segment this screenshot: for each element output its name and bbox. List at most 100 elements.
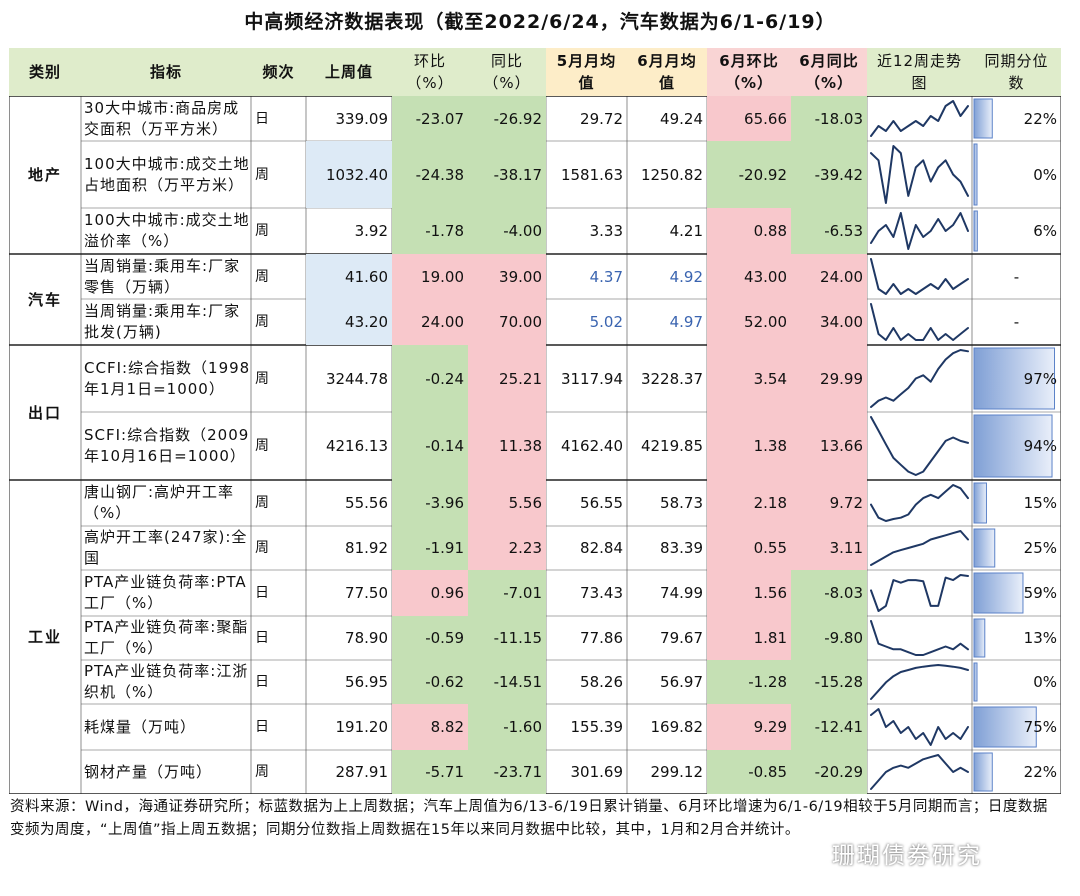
june-yoy: -9.80 (791, 616, 867, 660)
indicator-name: PTA产业链负荷率:江浙织机（%） (84, 662, 249, 701)
last-week-value: 43.20 (306, 299, 392, 345)
mom-value: 24.00 (392, 299, 468, 345)
june-mom: -20.92 (707, 141, 791, 208)
mom-value: -1.91 (392, 526, 468, 570)
may-average: 77.86 (580, 629, 623, 647)
trend-sparkline (870, 258, 969, 295)
may-average: 29.72 (580, 109, 623, 128)
june-average: 1250.82 (640, 165, 703, 184)
mom-value: -0.62 (392, 660, 468, 704)
june-average: 56.97 (660, 673, 703, 691)
indicator-name: 高炉开工率(247家):全国 (84, 528, 248, 567)
percentile-bar (973, 706, 1037, 748)
may-average: 73.43 (580, 584, 623, 602)
percentile-bar (973, 414, 1053, 478)
yoy-value: -11.15 (468, 616, 546, 660)
may-average: 56.55 (580, 494, 623, 512)
frequency: 日 (255, 674, 269, 690)
last-week-value: 81.92 (345, 539, 388, 557)
june-mom: -1.28 (707, 660, 791, 704)
trend-sparkline (870, 212, 969, 250)
watermark: 珊瑚债券研究 (832, 843, 982, 869)
table-grid (9, 48, 1061, 794)
trend-sparkline (870, 620, 969, 656)
june-mom: 1.38 (707, 412, 791, 480)
trend-sparkline (870, 303, 969, 341)
trend-sparkline (870, 484, 969, 522)
june-yoy: -12.41 (791, 704, 867, 750)
june-yoy: -15.28 (791, 660, 867, 704)
trend-sparkline (870, 530, 969, 566)
june-average: 299.12 (650, 763, 704, 781)
yoy-value: 2.23 (468, 526, 546, 570)
indicator-name: PTA产业链负荷率:聚酯工厂（%） (84, 618, 249, 657)
mom-value: -0.24 (392, 345, 468, 412)
header-cell: 6月月均 值 (627, 48, 707, 96)
june-average: 4.92 (669, 267, 703, 286)
may-average: 58.26 (580, 673, 623, 691)
mom-value: 19.00 (392, 254, 468, 299)
trend-sparkline (870, 416, 969, 476)
may-average: 3.33 (589, 222, 623, 240)
june-mom: 1.56 (707, 570, 791, 616)
percentile-bar (973, 98, 993, 139)
mom-value: -24.38 (392, 141, 468, 208)
june-average: 49.24 (660, 109, 703, 128)
june-mom: 43.00 (707, 254, 791, 299)
last-week-value: 55.56 (345, 494, 388, 512)
june-yoy: 34.00 (791, 299, 867, 345)
frequency: 周 (255, 495, 269, 511)
may-average: 4.37 (589, 267, 623, 286)
percentile-value: 59% (1023, 584, 1057, 602)
header-cell: 上周值 (306, 48, 392, 96)
mom-value: -1.78 (392, 208, 468, 254)
yoy-value: -1.60 (468, 704, 546, 750)
yoy-value: 11.38 (468, 412, 546, 480)
indicator-name: CCFI:综合指数（1998年1月1日=1000） (84, 358, 251, 398)
percentile-value: 0% (1033, 673, 1057, 691)
frequency: 日 (255, 585, 269, 601)
percentile-value: 97% (1023, 369, 1057, 388)
june-yoy: 24.00 (791, 254, 867, 299)
june-mom: 52.00 (707, 299, 791, 345)
june-yoy: -6.53 (791, 208, 867, 254)
june-average: 74.99 (660, 584, 703, 602)
frequency: 日 (255, 110, 269, 127)
frequency: 周 (255, 223, 269, 239)
last-week-value: 78.90 (345, 629, 388, 647)
percentile-value: 22% (1023, 763, 1057, 781)
frequency: 周 (255, 370, 269, 387)
category-label: 汽车 (27, 290, 62, 309)
mom-value: 8.82 (392, 704, 468, 750)
june-average: 169.82 (650, 718, 704, 736)
category-label: 出口 (27, 403, 62, 422)
yoy-value: 25.21 (468, 345, 546, 412)
indicator-name: PTA产业链负荷率:PTA工厂（%） (84, 573, 247, 612)
percentile-value: 15% (1023, 494, 1057, 512)
mom-value: -23.07 (392, 96, 468, 141)
mom-value: -5.71 (392, 750, 468, 794)
percentile-bar (973, 210, 978, 252)
yoy-value: 39.00 (468, 254, 546, 299)
mom-value: -0.59 (392, 616, 468, 660)
percentile-bar (973, 572, 1024, 614)
may-average: 82.84 (580, 539, 623, 557)
yoy-value: 5.56 (468, 480, 546, 526)
june-mom: -0.85 (707, 750, 791, 794)
percentile-bar (973, 752, 993, 792)
indicator-name: 30大中城市:商品房成交面积（万平方米） (84, 98, 240, 138)
yoy-value: -38.17 (468, 141, 546, 208)
percentile-bar (973, 662, 978, 702)
june-average: 3228.37 (640, 369, 703, 388)
indicator-name: 100大中城市:成交土地溢价率（%） (84, 211, 250, 250)
june-mom: 9.29 (707, 704, 791, 750)
header-cell: 同比 （%） (468, 48, 546, 96)
june-yoy: 3.11 (791, 526, 867, 570)
last-week-value: 191.20 (335, 718, 389, 736)
june-mom: 0.88 (707, 208, 791, 254)
june-average: 4.21 (669, 222, 703, 240)
may-average: 3117.94 (560, 369, 623, 388)
june-mom: 1.81 (707, 616, 791, 660)
percentile-value: 13% (1023, 629, 1057, 647)
june-average: 79.67 (660, 629, 703, 647)
